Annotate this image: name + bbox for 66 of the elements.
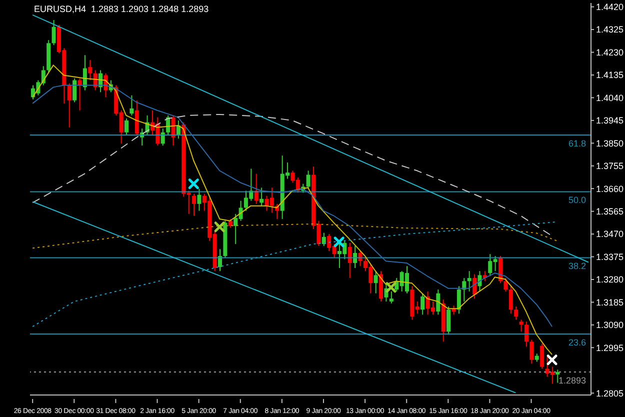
candlestick: [472, 274, 477, 300]
candlestick: [462, 278, 466, 302]
candlestick: [504, 278, 508, 292]
y-tick-label: 1.3375: [596, 252, 624, 262]
candlestick: [530, 339, 534, 364]
y-tick-label: 1.3660: [596, 184, 624, 194]
annotation: 61.8: [568, 138, 586, 148]
candlestick: [348, 242, 352, 279]
candlestick: [498, 256, 502, 284]
y-tick-label: 1.4040: [596, 92, 624, 103]
y-tick-label: 1.3565: [596, 206, 624, 217]
candlestick: [254, 173, 258, 204]
y-tick-label: 1.3280: [596, 274, 624, 285]
annotation: 23.6: [568, 337, 586, 348]
y-tick-label: 1.4420: [596, 2, 624, 12]
candlestick: [134, 100, 139, 136]
annotation: 50.0: [568, 195, 586, 206]
y-tick-label: 1.3755: [596, 161, 624, 172]
candlestick: [197, 188, 202, 212]
candlestick: [124, 118, 128, 136]
point: [546, 354, 558, 366]
y-tick-label: 1.2995: [596, 342, 624, 353]
candlestick: [88, 60, 92, 81]
y-tick-label: 1.3090: [596, 320, 624, 330]
candlestick: [72, 78, 77, 103]
candlestick: [389, 290, 394, 304]
candlestick: [52, 19, 56, 46]
candlestick: [78, 78, 82, 111]
candlestick: [508, 286, 513, 314]
candlestick: [540, 343, 544, 370]
y-tick-label: 1.3185: [596, 297, 624, 308]
candlestick: [41, 66, 46, 86]
line-series: [32, 114, 553, 236]
y-tick-label: 1.4325: [596, 24, 624, 35]
candlestick: [374, 270, 378, 294]
candlestick: [192, 193, 196, 216]
point: [334, 236, 344, 248]
candlestick: [446, 306, 451, 336]
candlestick: [436, 289, 440, 316]
y-tick-label: 1.3945: [596, 116, 624, 126]
chart-title: EURUSD,H4 1.2883 1.2903 1.2848 1.2893: [34, 4, 209, 14]
point: [188, 178, 199, 190]
point: [386, 282, 396, 293]
point: [214, 222, 225, 232]
y-tick-label: 1.4230: [596, 47, 624, 58]
candlestick: [524, 321, 528, 348]
candlestick: [456, 286, 461, 314]
candlestick: [67, 82, 72, 128]
line-series: [32, 221, 558, 328]
candlestick: [514, 306, 518, 320]
line-series: [32, 64, 553, 356]
y-tick-label: 1.3470: [596, 229, 624, 240]
candlestick: [306, 170, 310, 190]
candlestick: [467, 270, 472, 292]
candlestick: [322, 232, 326, 246]
candlestick: [420, 292, 425, 316]
y-tick-label: 1.4135: [596, 70, 624, 80]
line-series: [32, 223, 558, 249]
y-tick-label: 1.3850: [596, 138, 624, 148]
candlestick: [556, 369, 560, 384]
ref-line-label: 1.2893: [558, 375, 586, 386]
candlestick: [519, 319, 524, 332]
candlestick: [130, 94, 134, 116]
y-tick-label: 1.2805: [596, 388, 624, 398]
candlestick: [260, 187, 264, 206]
annotation: 38.2: [568, 261, 586, 272]
